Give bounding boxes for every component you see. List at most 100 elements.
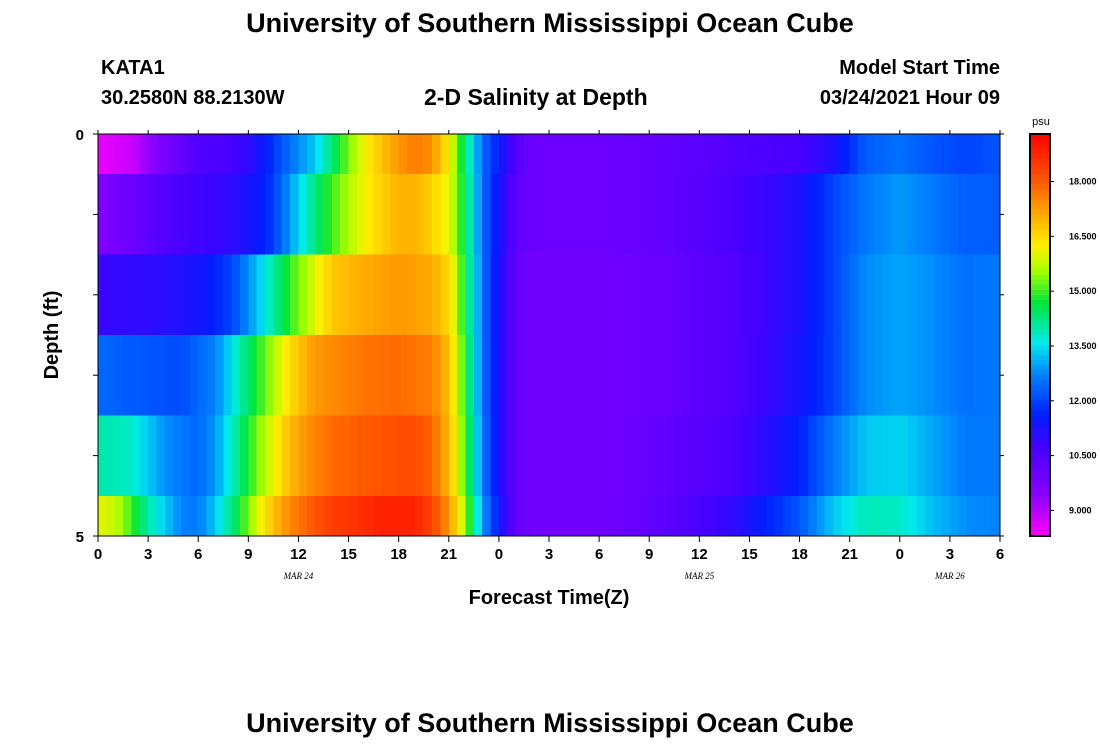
heatmap-cell [265,134,274,175]
heatmap-cell [515,254,525,336]
heatmap-cell [373,254,383,336]
heatmap-cell [574,335,584,416]
heatmap-cell [640,495,650,537]
heatmap-cell [239,134,249,175]
heatmap-cell [590,174,600,255]
heatmap-cell [690,254,700,336]
heatmap-cell [540,335,550,416]
colorbar-segment [1030,304,1050,311]
colorbar-segment [1030,415,1050,422]
heatmap-cell [958,134,968,175]
heatmap-cell [858,174,867,255]
y-axis-label: Depth (ft) [41,291,63,380]
heatmap-cell [340,174,350,255]
heatmap-cell [816,495,826,537]
heatmap-cell [131,495,141,537]
colorbar-segment [1030,244,1050,251]
heatmap-cell [214,174,224,255]
heatmap-cell [565,495,575,537]
heatmap-cell [657,335,667,416]
heatmap-cell [665,415,675,497]
colorbar-segment [1030,435,1050,442]
heatmap-cell [949,495,959,537]
heatmap-cell [265,415,274,497]
colorbar-segment [1030,134,1050,140]
model-start-time: 03/24/2021 Hour 09 [819,87,1000,109]
colorbar-segment [1030,139,1050,145]
heatmap-cell [690,134,700,175]
heatmap-cell [791,134,801,175]
heatmap-cell [791,495,801,537]
y-tick-label: 5 [76,529,84,546]
colorbar-segment [1030,309,1050,316]
colorbar-segment [1030,259,1050,266]
heatmap-cell [858,415,867,497]
heatmap-cell [866,415,876,497]
heatmap-cell [498,415,508,497]
heatmap-cell [615,134,625,175]
colorbar-segment [1030,350,1050,356]
heatmap-cell [858,495,867,537]
heatmap-cell [757,254,767,336]
heatmap-cell [223,174,233,255]
heatmap-cell [331,254,341,336]
heatmap-cell [173,495,183,537]
date-label: MAR 24 [283,571,314,581]
heatmap-cell [582,335,592,416]
heatmap-cell [490,134,500,175]
heatmap-cell [356,254,366,336]
heatmap-cell [365,495,375,537]
heatmap-cell [482,174,492,255]
chart-subtitle: 2-D Salinity at Depth [424,84,648,110]
heatmap-cell [532,254,542,336]
colorbar-segment [1030,184,1050,190]
heatmap-cell [381,254,391,336]
heatmap-cell [749,415,759,497]
heatmap-cell [532,495,542,537]
heatmap-cell [114,335,124,416]
heatmap-cell [448,174,458,255]
heatmap-cell [958,415,968,497]
heatmap-cell [432,134,442,175]
heatmap-cell [273,134,283,175]
colorbar-segment [1030,174,1050,180]
heatmap-cell [807,254,817,336]
heatmap-cell [465,254,475,336]
heatmap-cell [248,495,258,537]
heatmap-cell [716,254,725,336]
heatmap-cell [248,254,258,336]
heatmap-cell [966,335,976,416]
heatmap-cell [933,134,943,175]
heatmap-cell [841,254,851,336]
heatmap-cell [223,415,233,497]
heatmap-cell [432,174,442,255]
colorbar-segment [1030,194,1050,200]
heatmap-cell [557,134,567,175]
heatmap-cell [707,415,717,497]
heatmap-cell [824,134,834,175]
heatmap-cell [841,335,851,416]
heatmap-cell [640,174,650,255]
colorbar-segment [1030,249,1050,256]
chart-title: University of Southern Mississippi Ocean… [246,8,854,38]
heatmap-cell [198,134,208,175]
heatmap-cell [782,415,792,497]
heatmap-cell [599,335,609,416]
heatmap-cell [407,495,416,537]
heatmap-cell [899,134,909,175]
heatmap-cell [632,254,642,336]
colorbar-segment [1030,465,1050,472]
colorbar-segment [1030,375,1050,381]
colorbar-segment [1030,214,1050,221]
heatmap-cell [123,254,133,336]
heatmap-cell [899,495,909,537]
heatmap-cell [131,415,141,497]
station-id: KATA1 [101,57,165,79]
heatmap-cell [490,254,500,336]
heatmap-cell [724,254,734,336]
heatmap-cell [331,495,341,537]
heatmap-cell [582,134,592,175]
heatmap-cell [899,335,909,416]
heatmap-cell [457,134,467,175]
heatmap-cell [732,174,742,255]
